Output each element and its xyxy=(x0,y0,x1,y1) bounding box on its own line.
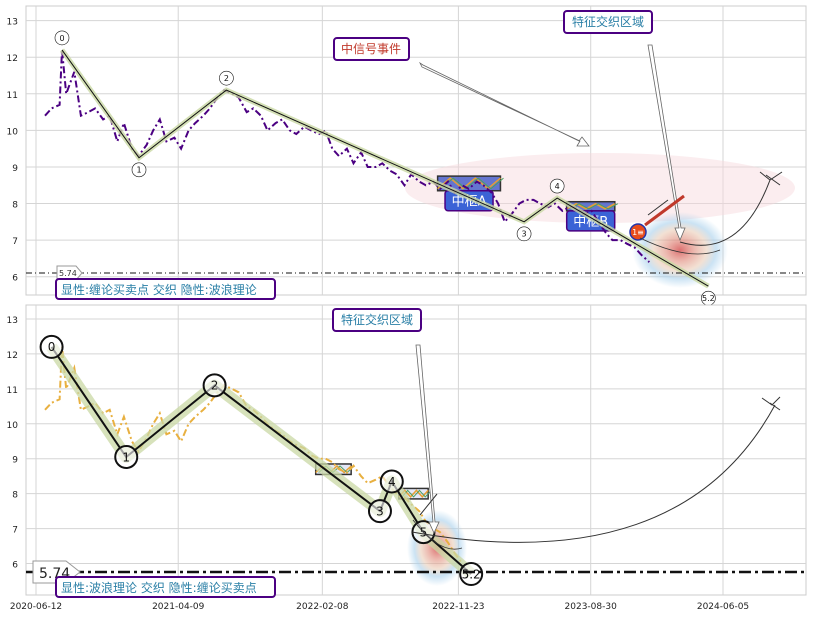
y-tick-label: 10 xyxy=(7,421,19,431)
bottom-feature-zone-label: 特征交织区域 xyxy=(341,312,413,327)
stroke-label-2: 2 xyxy=(219,70,234,86)
top-buy-marker xyxy=(629,223,647,241)
stroke-label-3: 3 xyxy=(367,499,392,524)
stroke-label-text: 5.2 xyxy=(702,294,715,303)
x-tick-label: 2022-02-08 xyxy=(296,602,349,612)
stroke-label-1: 1 xyxy=(131,162,147,178)
stroke-label-4: 4 xyxy=(549,178,565,194)
zone-label: 中枢A xyxy=(452,195,487,210)
top-heat-zone xyxy=(632,212,728,288)
y-tick-label: 6 xyxy=(12,561,18,571)
stroke-label-text: 5.2 xyxy=(462,567,481,581)
stroke-label-text: 2 xyxy=(211,379,219,393)
bottom-legend-box xyxy=(55,576,276,598)
top-legend-text: 显性:缠论买卖点 交织 隐性:波浪理论 xyxy=(61,282,257,297)
stroke-label-text: 4 xyxy=(555,182,560,191)
top-buy-marker-label: 1≡ xyxy=(632,228,644,237)
bottom-small-arc xyxy=(412,519,463,550)
stroke-label-text: 1 xyxy=(136,166,141,175)
x-tick-label: 2020-06-12 xyxy=(10,602,62,612)
top-y-tick-labels: 6 7 8 9 10 11 12 13 xyxy=(7,18,19,284)
top-reference-label: 5.74 xyxy=(59,269,77,278)
bottom-y-tick-labels: 6 7 8 9 10 11 12 13 xyxy=(7,316,19,571)
top-feature-zone-arrow xyxy=(647,44,686,242)
top-arc-tick xyxy=(765,174,781,186)
y-tick-label: 9 xyxy=(12,164,18,174)
y-tick-label: 9 xyxy=(12,456,18,466)
bottom-feature-zone-box xyxy=(332,308,422,332)
top-stroke-labels: 0 1 2 3 4 5.2 xyxy=(54,30,716,306)
y-tick-label: 13 xyxy=(7,18,18,28)
top-feature-zone-label: 特征交织区域 xyxy=(572,14,644,29)
zone-label: 中枢B xyxy=(573,215,608,230)
zhongshu-zone-0: 中枢A xyxy=(436,175,504,212)
y-tick-label: 12 xyxy=(7,351,18,361)
y-tick-label: 11 xyxy=(7,91,18,101)
signal-event-label: 中信号事件 xyxy=(341,41,401,56)
stroke-label-text: 3 xyxy=(522,230,527,239)
top-feature-zone-box xyxy=(563,10,653,34)
top-legend-box xyxy=(55,278,276,300)
y-tick-label: 8 xyxy=(12,201,18,211)
y-tick-label: 12 xyxy=(7,54,18,64)
top-reference-label-box xyxy=(56,265,83,281)
signal-event-arrow xyxy=(418,61,590,147)
top-small-arc xyxy=(639,237,721,255)
y-tick-label: 7 xyxy=(12,237,18,247)
stroke-label-0: 0 xyxy=(54,30,70,46)
bottom-legend-text: 显性:波浪理论 交织 隐性:缠论买卖点 xyxy=(61,580,257,595)
stroke-label-text: 0 xyxy=(59,34,64,43)
stroke-label-text: 4 xyxy=(388,475,396,489)
stroke-label-1: 1 xyxy=(114,444,139,469)
x-tick-label: 2024-06-05 xyxy=(697,602,749,612)
top-stroke-line xyxy=(61,49,709,287)
top-bi-red-segment xyxy=(644,194,685,227)
y-tick-label: 6 xyxy=(12,274,18,284)
bottom-arc-tick xyxy=(769,402,781,411)
stroke-label-4: 4 xyxy=(379,469,404,494)
stroke-label-text: 0 xyxy=(48,340,56,354)
stroke-label-3: 3 xyxy=(516,226,532,242)
x-tick-label: 2021-04-09 xyxy=(152,602,205,612)
signal-event-box xyxy=(333,37,410,61)
bottom-feature-zone-arrow xyxy=(415,344,440,534)
stroke-label-text: 2 xyxy=(224,74,229,83)
top-projection-arc xyxy=(679,179,771,246)
y-tick-label: 7 xyxy=(12,526,18,536)
y-tick-label: 10 xyxy=(7,127,19,137)
stroke-label-0: 0 xyxy=(39,334,64,359)
x-tick-label: 2023-08-30 xyxy=(565,602,618,612)
bottom-projection-arc xyxy=(411,404,776,543)
stroke-label-5.2: 5.2 xyxy=(701,290,716,306)
top-bi-dark-segment xyxy=(647,199,669,216)
stroke-label-2: 2 xyxy=(202,373,227,398)
y-tick-label: 13 xyxy=(7,316,18,326)
top-signal-ellipse xyxy=(405,153,795,223)
x-tick-labels: 2020-06-12 2021-04-09 2022-02-08 2022-11-23… xyxy=(10,602,749,612)
stroke-label-text: 1 xyxy=(122,450,130,464)
stroke-label-5.2: 5.2 xyxy=(459,562,484,587)
top-arc-head xyxy=(759,171,783,181)
stroke-label-text: 3 xyxy=(376,504,384,518)
x-tick-label: 2022-11-23 xyxy=(432,602,484,612)
y-tick-label: 8 xyxy=(12,491,18,501)
y-tick-label: 11 xyxy=(7,386,18,396)
bottom-bi-segment xyxy=(419,493,438,516)
